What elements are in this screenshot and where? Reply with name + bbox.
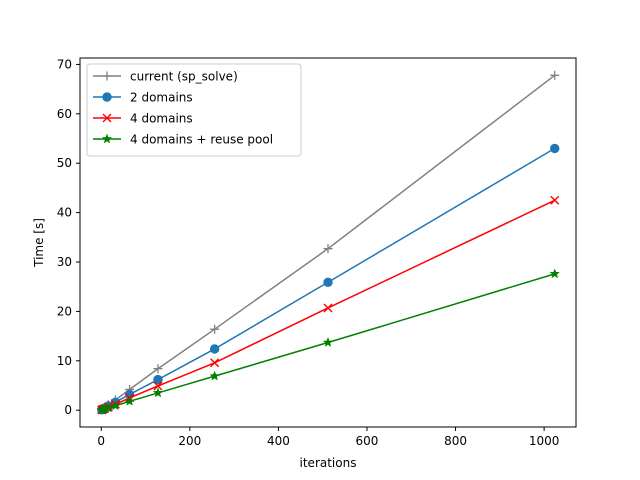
legend-label: 2 domains bbox=[130, 91, 193, 105]
legend-marker bbox=[102, 113, 112, 123]
axes-frame bbox=[79, 57, 577, 428]
data-point bbox=[323, 303, 333, 313]
y-tick-label: 70 bbox=[57, 57, 72, 71]
legend-box bbox=[86, 63, 302, 157]
data-point bbox=[153, 364, 163, 374]
x-tick-label: 400 bbox=[267, 434, 290, 448]
y-tick-label: 0 bbox=[64, 403, 72, 417]
x-tick-label: 0 bbox=[97, 434, 105, 448]
series-3 bbox=[97, 195, 560, 415]
x-tick-label: 200 bbox=[178, 434, 201, 448]
x-axis-label: iterations bbox=[300, 456, 357, 470]
legend-marker bbox=[101, 133, 113, 144]
x-axis: 0 200 400 600 800 1000 bbox=[97, 427, 559, 448]
y-tick-label: 50 bbox=[57, 156, 72, 170]
y-tick-label: 10 bbox=[57, 354, 72, 368]
data-point bbox=[124, 395, 135, 406]
data-point bbox=[210, 324, 220, 334]
data-point bbox=[210, 358, 220, 368]
data-point bbox=[209, 370, 220, 381]
data-point bbox=[550, 195, 560, 205]
data-point bbox=[103, 402, 114, 413]
legend: current (sp_solve) 2 domains 4 domains 4 do… bbox=[86, 63, 302, 157]
y-axis-label: Time [s] bbox=[32, 218, 46, 268]
data-point bbox=[110, 400, 121, 411]
y-tick-label: 20 bbox=[57, 304, 72, 318]
legend-label: 4 domains + reuse pool bbox=[130, 133, 273, 147]
y-axis: 0 10 20 30 40 50 60 70 bbox=[57, 57, 80, 417]
y-tick-label: 40 bbox=[57, 206, 72, 220]
data-point bbox=[153, 381, 163, 391]
data-point bbox=[209, 344, 220, 354]
data-point bbox=[322, 337, 334, 347]
x-tick-label: 800 bbox=[444, 434, 467, 448]
data-point bbox=[549, 268, 560, 279]
legend-marker bbox=[102, 92, 112, 102]
data-point bbox=[152, 387, 164, 398]
legend-item: 4 domains bbox=[93, 112, 193, 126]
data-point bbox=[153, 374, 163, 385]
y-tick-label: 60 bbox=[57, 107, 72, 121]
legend-item: current (sp_solve) bbox=[93, 70, 238, 84]
legend-item: 4 domains + reuse pool bbox=[93, 133, 273, 147]
data-point bbox=[323, 244, 333, 254]
legend-marker bbox=[102, 71, 112, 81]
data-point bbox=[550, 143, 560, 154]
legend-label: current (sp_solve) bbox=[130, 70, 238, 84]
x-tick-label: 1000 bbox=[529, 434, 560, 448]
series-4 bbox=[96, 268, 560, 415]
series-2 bbox=[97, 143, 560, 415]
x-tick-label: 600 bbox=[356, 434, 379, 448]
series-line bbox=[101, 199, 556, 411]
legend-item: 2 domains bbox=[93, 91, 193, 105]
data-point bbox=[323, 277, 333, 287]
data-point bbox=[550, 70, 560, 80]
y-tick-label: 30 bbox=[57, 255, 72, 269]
legend-label: 4 domains bbox=[130, 112, 193, 126]
series-layer bbox=[96, 70, 560, 415]
